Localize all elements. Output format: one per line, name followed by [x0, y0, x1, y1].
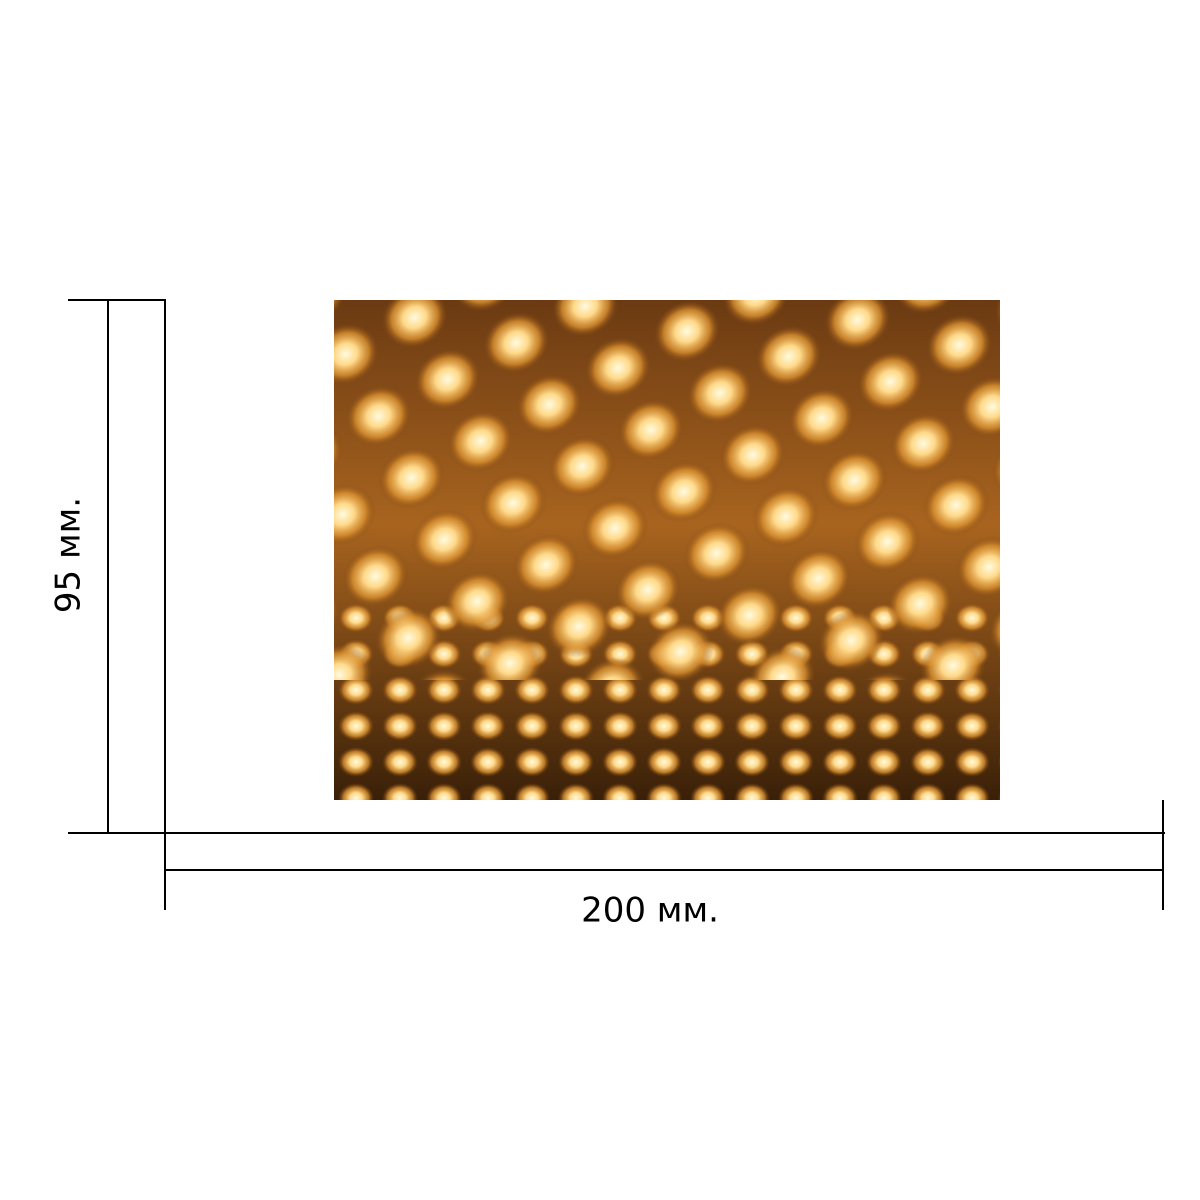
height-dimension: 95 мм.: [49, 299, 1165, 834]
height-label: 95 мм.: [49, 497, 89, 613]
width-dimension: 200 мм.: [164, 800, 1164, 931]
width-label: 200 мм.: [581, 891, 719, 931]
photo: [334, 300, 1000, 800]
bulb-cluster: [334, 300, 1000, 680]
